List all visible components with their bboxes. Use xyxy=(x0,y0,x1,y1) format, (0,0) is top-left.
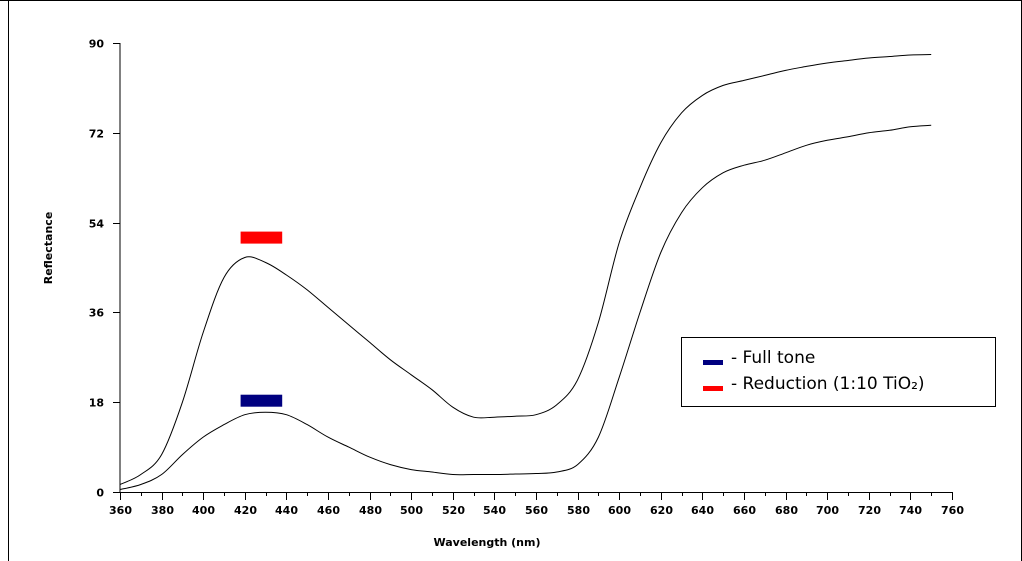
x-tick-label: 420 xyxy=(234,504,257,517)
y-tick-label: 36 xyxy=(89,307,105,320)
x-tick-label: 580 xyxy=(567,504,590,517)
x-tick-label: 440 xyxy=(275,504,298,517)
y-tick-label: 18 xyxy=(89,397,104,410)
x-tick-label: 500 xyxy=(400,504,423,517)
x-tick-label: 560 xyxy=(525,504,548,517)
series-line-reduction xyxy=(119,54,932,485)
series-line-full-tone xyxy=(119,124,932,490)
x-tick-label: 460 xyxy=(317,504,340,517)
legend: - Full tone - Reduction (1:10 TiO₂) xyxy=(681,337,996,407)
x-tick-label: 380 xyxy=(151,504,174,517)
x-tick-label: 540 xyxy=(483,504,506,517)
legend-label-full-tone: - Full tone xyxy=(731,348,815,368)
x-tick-label: 680 xyxy=(775,504,798,517)
y-axis-title: Reflectance xyxy=(42,212,55,285)
y-tick-label: 72 xyxy=(89,128,104,141)
x-tick-label: 520 xyxy=(442,504,465,517)
legend-swatch-full-tone xyxy=(703,360,723,365)
x-tick-label: 360 xyxy=(109,504,132,517)
y-tick-label: 54 xyxy=(89,218,105,231)
x-tick-label: 700 xyxy=(816,504,839,517)
series-lines xyxy=(119,54,932,490)
x-tick-label: 400 xyxy=(192,504,215,517)
legend-label-reduction: - Reduction (1:10 TiO₂) xyxy=(731,374,925,394)
x-tick-label: 740 xyxy=(899,504,922,517)
x-tick-label: 480 xyxy=(359,504,382,517)
axes: 0 18 36 54 72 90 360 380 400 420 440 460 480 500 520 54… xyxy=(89,38,965,518)
y-tick-label: 0 xyxy=(96,487,104,500)
x-axis-title: Wavelength (nm) xyxy=(434,536,541,549)
legend-swatch-reduction xyxy=(703,386,723,391)
x-tick-label: 660 xyxy=(733,504,756,517)
x-tick-label: 760 xyxy=(941,504,964,517)
x-tick-label: 620 xyxy=(650,504,673,517)
x-tick-label: 640 xyxy=(691,504,714,517)
y-tick-label: 90 xyxy=(89,38,105,51)
series-marker-reduction xyxy=(240,231,283,244)
series-marker-full-tone xyxy=(240,394,283,407)
x-tick-label: 600 xyxy=(608,504,631,517)
x-tick-label: 720 xyxy=(858,504,881,517)
series-markers xyxy=(240,231,283,407)
legend-box xyxy=(681,337,996,407)
